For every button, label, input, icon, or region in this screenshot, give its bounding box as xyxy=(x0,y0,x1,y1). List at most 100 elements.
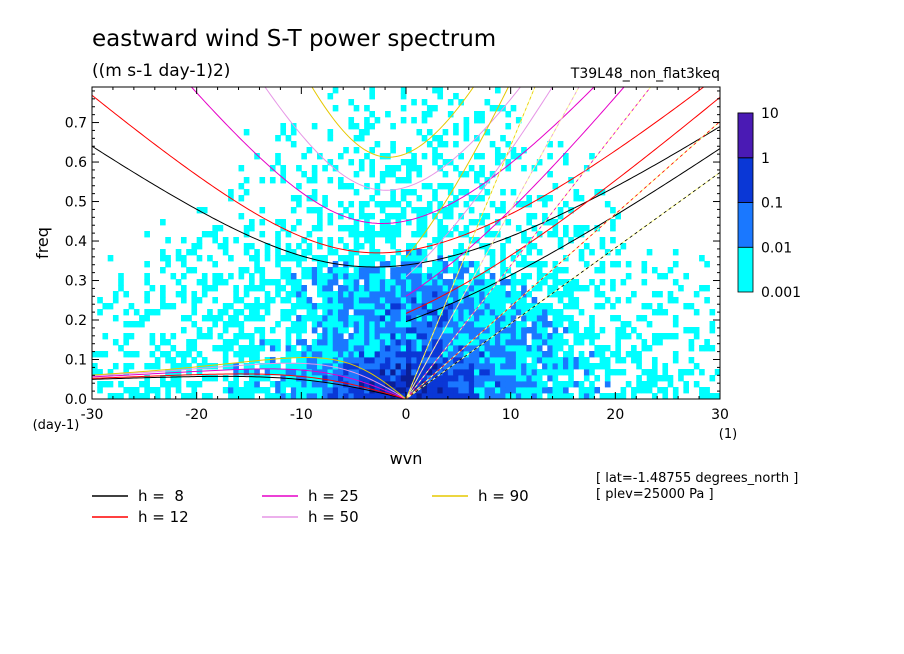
heatmap-cell xyxy=(447,327,454,334)
heatmap-cell xyxy=(290,291,297,298)
heatmap-cell xyxy=(317,363,323,370)
heatmap-cell xyxy=(557,207,564,214)
heatmap-cell xyxy=(536,375,543,382)
heatmap-cell xyxy=(589,315,595,322)
heatmap-cell xyxy=(327,339,334,346)
heatmap-cell xyxy=(563,363,569,370)
heatmap-cell xyxy=(416,249,423,256)
plot-area xyxy=(92,87,720,399)
heatmap-cell xyxy=(526,213,532,220)
heatmap-cell xyxy=(358,267,365,274)
heatmap-cell xyxy=(426,333,433,340)
heatmap-cell xyxy=(505,375,512,382)
heatmap-cell xyxy=(631,327,637,334)
heatmap-cell xyxy=(353,381,360,388)
heatmap-cell xyxy=(390,141,396,148)
heatmap-cell xyxy=(406,267,412,274)
heatmap-cell xyxy=(254,261,260,268)
heatmap-cell xyxy=(453,327,459,334)
heatmap-cell xyxy=(421,345,428,352)
heatmap-cell xyxy=(264,291,271,298)
heatmap-cell xyxy=(348,297,355,304)
heatmap-cell xyxy=(296,321,302,328)
heatmap-cell xyxy=(374,255,381,262)
heatmap-cell xyxy=(557,237,564,244)
heatmap-cell xyxy=(432,393,438,399)
heatmap-cell xyxy=(515,303,522,310)
heatmap-cell xyxy=(254,303,260,310)
heatmap-cell xyxy=(249,273,255,280)
heatmap-cell xyxy=(573,279,580,286)
heatmap-cell xyxy=(296,315,302,322)
heatmap-cell xyxy=(521,231,527,238)
heatmap-cell xyxy=(301,327,307,334)
heatmap-cell xyxy=(364,183,370,190)
heatmap-cell xyxy=(353,189,360,196)
heatmap-cell xyxy=(379,315,386,322)
heatmap-cell xyxy=(521,345,527,352)
heatmap-cell xyxy=(631,345,637,352)
heatmap-cell xyxy=(505,297,512,304)
heatmap-cell xyxy=(364,285,370,292)
heatmap-cell xyxy=(453,195,459,202)
heatmap-cell xyxy=(358,285,365,292)
heatmap-cell xyxy=(547,363,553,370)
heatmap-cell xyxy=(411,267,417,274)
heatmap-cell xyxy=(432,303,438,310)
heatmap-cell xyxy=(589,381,595,388)
heatmap-cell xyxy=(400,213,407,220)
heatmap-cell xyxy=(296,339,302,346)
heatmap-cell xyxy=(222,237,229,244)
heatmap-cell xyxy=(411,351,417,358)
heatmap-cell xyxy=(463,333,470,340)
heatmap-cell xyxy=(489,249,496,256)
heatmap-cell xyxy=(337,291,344,298)
heatmap-cell xyxy=(453,375,459,382)
heatmap-cell xyxy=(651,357,658,364)
heatmap-cell xyxy=(474,327,480,334)
heatmap-cell xyxy=(369,273,375,280)
heatmap-cell xyxy=(515,333,522,340)
heatmap-cell xyxy=(494,369,501,376)
heatmap-cell xyxy=(285,345,292,352)
heatmap-cell xyxy=(400,93,407,100)
heatmap-cell xyxy=(222,357,229,364)
y-axis: 0.00.10.20.30.40.50.60.7 xyxy=(65,90,720,408)
heatmap-cell xyxy=(238,195,245,202)
heatmap-cell xyxy=(196,327,203,334)
heatmap-cell xyxy=(699,369,705,376)
heatmap-cell xyxy=(610,237,616,244)
heatmap-cell xyxy=(358,297,365,304)
heatmap-cell xyxy=(201,357,208,364)
heatmap-cell xyxy=(432,237,438,244)
heatmap-cell xyxy=(390,243,396,250)
heatmap-cell xyxy=(369,285,375,292)
heatmap-cell xyxy=(364,345,370,352)
heatmap-cell xyxy=(542,339,548,346)
heatmap-cell xyxy=(385,171,391,178)
heatmap-cell xyxy=(228,345,234,352)
heatmap-cell xyxy=(369,339,375,346)
heatmap-cell xyxy=(421,321,428,328)
heatmap-cell xyxy=(484,285,491,292)
heatmap-cell xyxy=(348,321,355,328)
heatmap-cell xyxy=(322,327,328,334)
heatmap-cell xyxy=(416,165,423,172)
kelvin-line-h90 xyxy=(405,87,536,399)
heatmap-cell xyxy=(510,351,517,358)
heatmap-cell xyxy=(180,285,187,292)
heatmap-cell xyxy=(453,225,459,232)
heatmap-cell xyxy=(327,291,334,298)
heatmap-cell xyxy=(500,381,506,388)
heatmap-cell xyxy=(353,357,360,364)
heatmap-cell xyxy=(557,309,564,316)
heatmap-cell xyxy=(238,333,245,340)
heatmap-cell xyxy=(583,225,590,232)
heatmap-cell xyxy=(317,285,323,292)
heatmap-cell xyxy=(296,375,302,382)
heatmap-cell xyxy=(416,327,423,334)
heatmap-cell xyxy=(358,261,365,268)
heatmap-cell xyxy=(364,303,370,310)
heatmap-cell xyxy=(332,321,339,328)
heatmap-cell xyxy=(149,363,156,370)
